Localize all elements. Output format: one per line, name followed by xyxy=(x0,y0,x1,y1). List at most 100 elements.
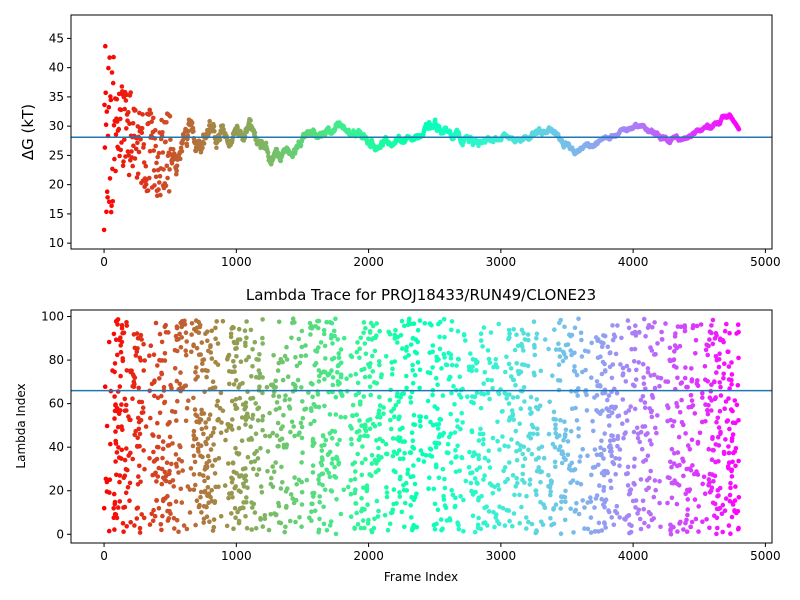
lambda-point xyxy=(243,514,248,519)
lambda-point xyxy=(732,398,738,403)
lambda-point xyxy=(127,498,132,504)
lambda-point xyxy=(372,380,377,385)
lambda-point xyxy=(711,479,716,484)
lambda-point xyxy=(177,381,183,387)
lambda-point xyxy=(729,436,735,441)
lambda-point xyxy=(451,384,456,389)
lambda-point xyxy=(234,346,239,351)
dg-point xyxy=(248,118,253,123)
lambda-point xyxy=(157,331,163,337)
lambda-point xyxy=(650,325,655,330)
lambda-point xyxy=(390,453,396,459)
lambda-point xyxy=(166,502,172,507)
lambda-point xyxy=(119,447,125,453)
lambda-point xyxy=(518,443,523,448)
lambda-point xyxy=(283,393,288,398)
lambda-point xyxy=(629,346,634,352)
lambda-point xyxy=(610,323,615,328)
lambda-point xyxy=(322,343,328,349)
lambda-point xyxy=(405,467,411,473)
x-tick-label: 2000 xyxy=(353,255,384,269)
lambda-point xyxy=(596,529,601,534)
lambda-point xyxy=(522,337,528,342)
lambda-point xyxy=(579,337,584,343)
lambda-point xyxy=(710,447,716,453)
lambda-point xyxy=(224,523,230,529)
lambda-point xyxy=(485,377,491,383)
lambda-point xyxy=(361,485,366,491)
lambda-point xyxy=(445,441,451,447)
lambda-point xyxy=(313,360,319,366)
lambda-point xyxy=(435,406,440,412)
lambda-point xyxy=(647,438,653,443)
lambda-point xyxy=(348,514,354,519)
lambda-point xyxy=(527,482,533,487)
lambda-point xyxy=(641,316,647,322)
lambda-point xyxy=(192,407,198,412)
lambda-point xyxy=(284,344,289,350)
lambda-point xyxy=(233,378,239,383)
lambda-point xyxy=(303,406,309,412)
dg-point xyxy=(157,173,163,179)
lambda-point xyxy=(112,501,118,507)
lambda-point xyxy=(455,424,460,429)
lambda-point xyxy=(243,478,249,484)
lambda-point xyxy=(179,500,185,505)
dg-point xyxy=(111,54,116,60)
lambda-point xyxy=(649,392,655,398)
lambda-point xyxy=(642,424,648,429)
lambda-point xyxy=(393,328,398,333)
lambda-point xyxy=(412,481,418,487)
lambda-point xyxy=(502,523,508,528)
lambda-point xyxy=(199,340,205,345)
lambda-point xyxy=(704,517,709,522)
lambda-point xyxy=(716,364,722,370)
lambda-point xyxy=(448,355,454,361)
lambda-point xyxy=(521,385,527,390)
lambda-point xyxy=(609,515,614,520)
dg-point xyxy=(153,128,158,133)
lambda-point xyxy=(631,429,637,435)
lambda-point xyxy=(559,499,564,505)
dg-y-label: ΔG (kT) xyxy=(19,104,37,160)
lambda-point xyxy=(714,531,719,537)
dg-point xyxy=(118,107,124,113)
lambda-point xyxy=(527,431,533,437)
lambda-point xyxy=(358,335,364,341)
lambda-point xyxy=(501,468,506,474)
lambda-point xyxy=(276,360,282,366)
lambda-point xyxy=(615,443,620,449)
lambda-point xyxy=(306,390,311,395)
lambda-point xyxy=(297,430,302,436)
lambda-point xyxy=(684,529,690,534)
lambda-point xyxy=(312,418,317,424)
lambda-point xyxy=(377,394,382,400)
lambda-point xyxy=(170,478,176,483)
lambda-point xyxy=(152,513,158,519)
lambda-point xyxy=(535,426,540,432)
lambda-point xyxy=(353,469,358,474)
lambda-point xyxy=(233,397,239,402)
lambda-point xyxy=(685,507,690,512)
lambda-point xyxy=(137,431,143,437)
lambda-point xyxy=(324,319,329,325)
lambda-point xyxy=(715,435,721,440)
lambda-point xyxy=(406,318,412,324)
lambda-point xyxy=(384,485,389,490)
lambda-point xyxy=(560,358,566,364)
lambda-point xyxy=(205,436,211,441)
lambda-point xyxy=(513,383,518,388)
lambda-point xyxy=(120,521,126,526)
lambda-point xyxy=(298,420,304,426)
lambda-point xyxy=(230,460,236,466)
lambda-point xyxy=(137,530,143,535)
lambda-point xyxy=(455,520,460,525)
lambda-point xyxy=(213,336,218,342)
lambda-point xyxy=(137,443,142,449)
lambda-point xyxy=(538,479,543,485)
lambda-point xyxy=(610,362,616,367)
lambda-point xyxy=(199,407,204,413)
lambda-point xyxy=(675,529,680,534)
